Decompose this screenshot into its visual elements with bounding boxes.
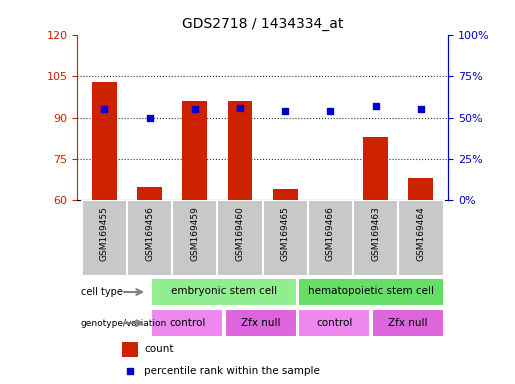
Bar: [182, 101, 207, 200]
Bar: [353, 200, 398, 276]
Text: Zfx null: Zfx null: [241, 318, 281, 328]
Text: genotype/variation: genotype/variation: [81, 319, 167, 328]
Title: GDS2718 / 1434334_at: GDS2718 / 1434334_at: [182, 17, 344, 31]
Point: [327, 108, 335, 114]
Point: [417, 106, 425, 112]
Point: [191, 106, 199, 112]
Text: Zfx null: Zfx null: [388, 318, 427, 328]
Text: GSM169456: GSM169456: [145, 207, 154, 262]
Bar: [217, 200, 263, 276]
Point: [100, 106, 109, 112]
Bar: [151, 309, 224, 337]
Bar: [122, 342, 139, 358]
Point: [372, 103, 380, 109]
Bar: [408, 178, 433, 200]
Text: count: count: [144, 344, 174, 354]
Bar: [263, 200, 308, 276]
Bar: [225, 309, 297, 337]
Text: GSM169464: GSM169464: [417, 207, 425, 261]
Bar: [298, 278, 443, 306]
Bar: [372, 309, 443, 337]
Bar: [308, 200, 353, 276]
Text: GSM169460: GSM169460: [235, 207, 245, 262]
Text: GSM169455: GSM169455: [100, 207, 109, 262]
Text: GSM169466: GSM169466: [326, 207, 335, 262]
Text: cell type: cell type: [81, 287, 123, 297]
Bar: [398, 200, 443, 276]
Point: [145, 114, 153, 121]
Point: [236, 104, 244, 111]
Text: GSM169465: GSM169465: [281, 207, 290, 262]
Bar: [228, 101, 252, 200]
Text: control: control: [316, 318, 352, 328]
Bar: [127, 200, 172, 276]
Text: percentile rank within the sample: percentile rank within the sample: [144, 366, 320, 376]
Text: control: control: [169, 318, 205, 328]
Bar: [82, 200, 127, 276]
Bar: [92, 81, 117, 200]
Bar: [363, 137, 388, 200]
Text: hematopoietic stem cell: hematopoietic stem cell: [308, 286, 434, 296]
Point: [281, 108, 289, 114]
Text: embryonic stem cell: embryonic stem cell: [171, 286, 277, 296]
Bar: [273, 189, 298, 200]
Point: [126, 368, 134, 374]
Bar: [298, 309, 370, 337]
Bar: [137, 187, 162, 200]
Text: GSM169459: GSM169459: [191, 207, 199, 262]
Bar: [151, 278, 297, 306]
Text: GSM169463: GSM169463: [371, 207, 380, 262]
Bar: [172, 200, 217, 276]
